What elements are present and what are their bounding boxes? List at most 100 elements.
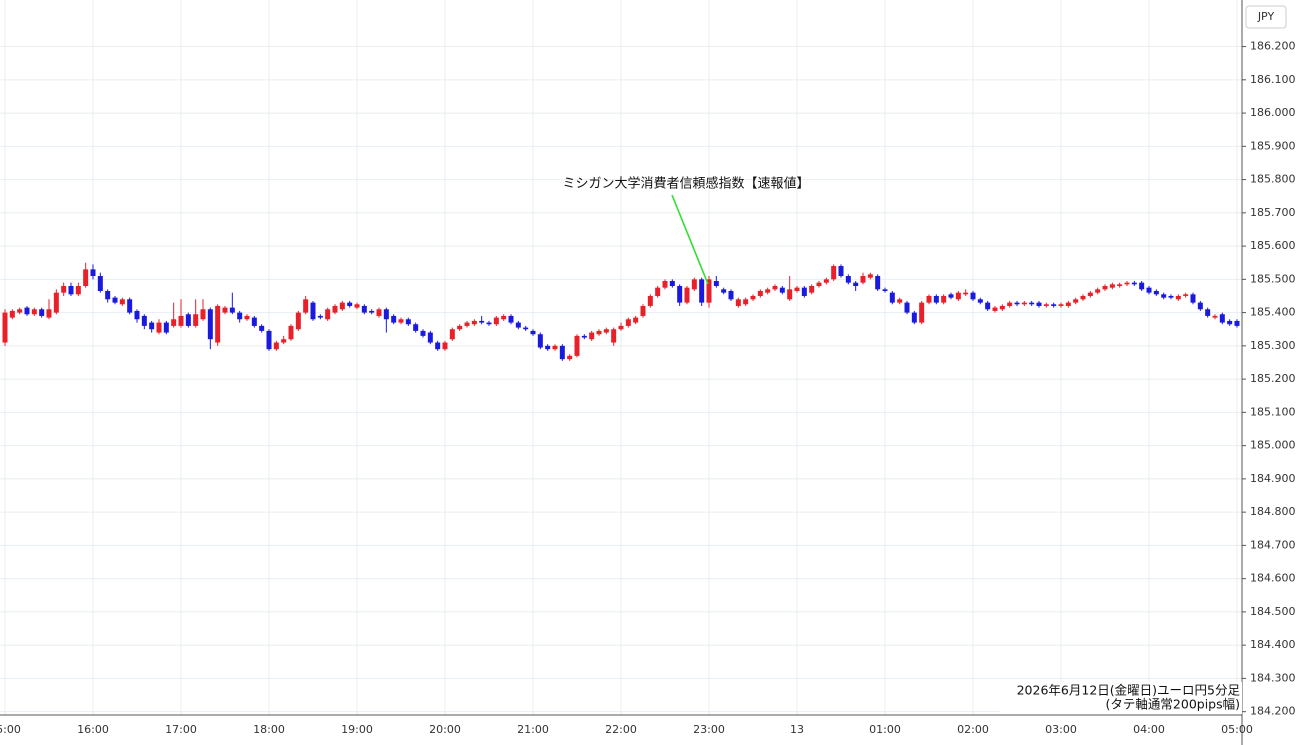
candle-body [640, 305, 646, 316]
candle-body [772, 286, 778, 290]
candle-body [1153, 290, 1159, 295]
candle-body [809, 286, 815, 293]
candle-body [2, 312, 8, 343]
candle-body [999, 305, 1005, 310]
candle-body [193, 314, 199, 326]
x-tick-label: 05:00 [1221, 723, 1253, 736]
candle-body [1183, 294, 1189, 296]
candle-body [1227, 320, 1233, 325]
candle-body [449, 329, 455, 340]
candle-body [229, 307, 235, 313]
candle-body [801, 287, 807, 296]
candle-body [655, 287, 661, 296]
candle-body [1095, 289, 1101, 293]
axis-label-box [1245, 5, 1287, 29]
candle-body [779, 287, 785, 293]
candle-body [1161, 294, 1167, 298]
candle-body [361, 305, 367, 313]
candle-body [1065, 302, 1071, 306]
candle-body [559, 345, 565, 360]
candle-body [831, 266, 837, 280]
candle-body [24, 307, 30, 315]
candle-body [207, 309, 213, 340]
axis-label: JPY [1257, 10, 1275, 23]
candle-body [537, 334, 543, 348]
y-tick-label: 186.200 [1250, 40, 1296, 53]
candle-body [75, 286, 81, 295]
candle-body [1014, 302, 1020, 305]
candle-body [288, 325, 294, 340]
candle-body [310, 302, 316, 320]
candle-body [515, 322, 521, 328]
candle-body [523, 327, 529, 330]
candle-body [545, 345, 551, 350]
candle-body [479, 320, 485, 323]
y-tick-label: 185.600 [1250, 239, 1296, 252]
x-tick-label: 21:00 [517, 723, 549, 736]
candle-body [677, 286, 683, 303]
candle-body [816, 282, 822, 286]
candle-body [574, 335, 580, 356]
candle-body [486, 322, 492, 325]
candle-body [1139, 282, 1145, 290]
x-tick-label: 17:00 [165, 723, 197, 736]
y-tick-label: 185.000 [1250, 439, 1296, 452]
candle-body [354, 304, 360, 308]
candle-body [1058, 304, 1064, 306]
y-tick-label: 184.700 [1250, 538, 1296, 551]
x-tick-label: 22:00 [605, 723, 637, 736]
y-tick-label: 184.900 [1250, 472, 1296, 485]
candle-body [405, 319, 411, 325]
candle-body [464, 322, 470, 326]
candle-body [889, 292, 895, 303]
candle-body [867, 274, 873, 278]
candle-body [743, 299, 749, 305]
candle-body [750, 295, 756, 300]
y-tick-label: 185.100 [1250, 405, 1296, 418]
candle-body [589, 332, 595, 340]
candle-body [266, 330, 272, 350]
candle-body [200, 309, 206, 320]
candle-body [941, 295, 947, 303]
candle-body [273, 342, 279, 350]
candle-body [603, 329, 609, 333]
candle-body [765, 289, 771, 293]
candle-body [156, 322, 162, 333]
candle-body [376, 309, 382, 316]
y-tick-label: 184.600 [1250, 572, 1296, 585]
candle-body [838, 266, 844, 277]
candle-body [955, 292, 961, 300]
y-tick-label: 185.700 [1250, 206, 1296, 219]
x-tick-label: 04:00 [1133, 723, 1165, 736]
candle-body [1080, 295, 1086, 300]
candle-body [149, 322, 155, 330]
candle-body [823, 279, 829, 283]
candle-body [552, 345, 558, 350]
candle-body [1234, 320, 1240, 326]
note: 2026年6月12日(金曜日)ユーロ円5分足 [1017, 683, 1241, 698]
candle-body [596, 330, 602, 335]
annotation: ミシガン大学消費者信頼感指数【速報値】 [562, 176, 809, 192]
candle-body [185, 314, 191, 326]
candle-body [508, 315, 514, 323]
note-background [1000, 682, 1242, 714]
candle-body [281, 339, 287, 343]
candle-body [1219, 314, 1225, 323]
y-tick-label: 184.500 [1250, 605, 1296, 618]
candle-body [119, 299, 125, 305]
candle-body [684, 287, 690, 303]
candle-body [1102, 286, 1108, 290]
candle-body [251, 317, 257, 326]
y-tick-label: 185.500 [1250, 272, 1296, 285]
candle-body [669, 281, 675, 286]
candle-body [1197, 302, 1203, 310]
candle-body [1117, 284, 1123, 286]
x-tick-label: 13 [790, 723, 804, 736]
candle-body [31, 309, 37, 315]
candle-body [882, 289, 888, 291]
candle-body [911, 312, 917, 323]
candle-body [757, 290, 763, 296]
x-tick-label: 01:00 [869, 723, 901, 736]
candle-body [977, 299, 983, 303]
